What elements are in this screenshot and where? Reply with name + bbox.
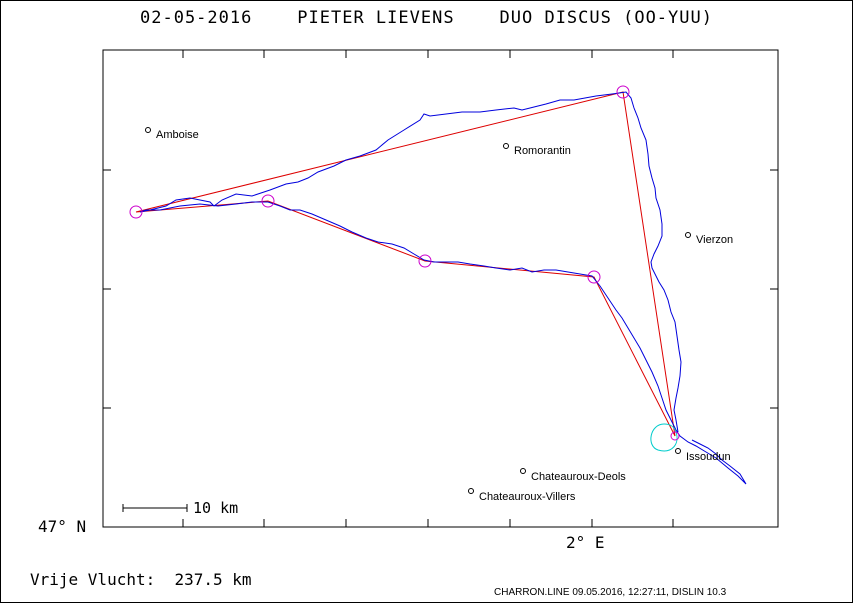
- turnpoint-marker: [418, 254, 432, 268]
- town-marker: [145, 127, 151, 133]
- track-segment-outbound: [139, 91, 747, 485]
- town-label-vierzon: Vierzon: [696, 234, 733, 246]
- task-course: [135, 91, 676, 437]
- turnpoint-marker: [616, 85, 630, 99]
- turnpoints: [129, 85, 680, 441]
- turnpoint-marker: [670, 431, 680, 441]
- town-marker: [503, 143, 509, 149]
- town-label-chateauroux-villers: Chateauroux-Villers: [479, 491, 576, 503]
- town-label-issoudun: Issoudun: [686, 451, 731, 463]
- thermal-circle: [650, 423, 678, 452]
- longitude-label: 2° E: [566, 533, 605, 552]
- distance-value: 237.5 km: [174, 570, 252, 589]
- page-title: 02-05-2016 PIETER LIEVENS DUO DISCUS (OO…: [140, 8, 713, 28]
- town-label-romorantin: Romorantin: [514, 145, 571, 157]
- turnpoint-marker: [587, 270, 601, 284]
- scale-bar-label: 10 km: [193, 499, 238, 517]
- axis-ticks: [103, 50, 778, 527]
- town-marker: [520, 468, 526, 474]
- town-label-amboise: Amboise: [156, 129, 199, 141]
- latitude-label: 47° N: [38, 517, 86, 536]
- map-plot-area: [102, 49, 779, 528]
- flight-track: [139, 91, 747, 485]
- towns: Amboise Romorantin Vierzon Issoudun Chat…: [145, 127, 733, 503]
- distance-summary: Vrije Vlucht: 237.5 km: [30, 570, 252, 589]
- town-marker: [675, 448, 681, 454]
- scale-bar: 10 km: [122, 499, 238, 517]
- course-line: [135, 91, 676, 437]
- town-marker: [468, 488, 474, 494]
- distance-label: Vrije Vlucht:: [30, 570, 156, 589]
- file-info: CHARRON.LINE 09.05.2016, 12:27:11, DISLI…: [494, 587, 727, 598]
- town-marker: [685, 232, 691, 238]
- turnpoint-marker: [129, 205, 143, 219]
- town-label-chateauroux-deols: Chateauroux-Deols: [531, 471, 626, 483]
- turnpoint-marker: [261, 194, 275, 208]
